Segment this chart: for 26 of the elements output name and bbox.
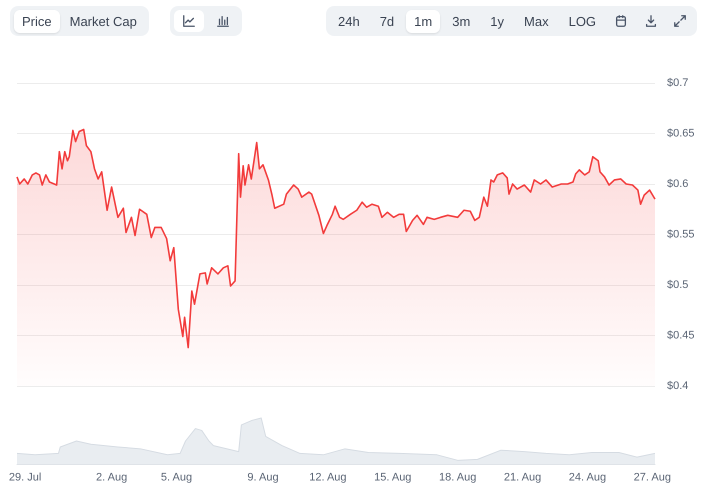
y-tick-label: $0.7 <box>667 77 688 89</box>
x-tick-label: 24. Aug <box>568 472 606 484</box>
y-tick-label: $0.4 <box>667 380 688 392</box>
x-tick-label: 27. Aug <box>634 472 671 484</box>
y-tick-label: $0.6 <box>667 178 688 190</box>
text: 1y <box>489 12 506 31</box>
x-tick-label: 5. Aug <box>160 472 192 484</box>
text: Max <box>523 12 550 30</box>
y-tick-label: $0.65 <box>667 128 695 140</box>
text: 7d <box>378 12 396 30</box>
x-tick-label: 9. Aug <box>247 472 279 484</box>
x-tick-label: 15. Aug <box>374 472 412 484</box>
x-tick-label: 2. Aug <box>96 472 128 484</box>
x-tick-label: 12. Aug <box>309 472 347 484</box>
y-tick-label: $0.5 <box>667 279 688 291</box>
y-tick-label: $0.55 <box>667 228 695 240</box>
text: LOG <box>568 12 598 30</box>
text: 1m <box>406 10 440 32</box>
x-tick-label: 18. Aug <box>438 472 476 484</box>
text: 24h <box>337 12 361 30</box>
text: 3m <box>451 12 472 30</box>
x-tick-label: 29. Jul <box>8 472 42 484</box>
text: Price <box>14 10 60 32</box>
x-tick-label: 21. Aug <box>504 472 542 484</box>
text: Market Cap <box>68 12 138 31</box>
y-tick-label: $0.45 <box>667 330 695 342</box>
